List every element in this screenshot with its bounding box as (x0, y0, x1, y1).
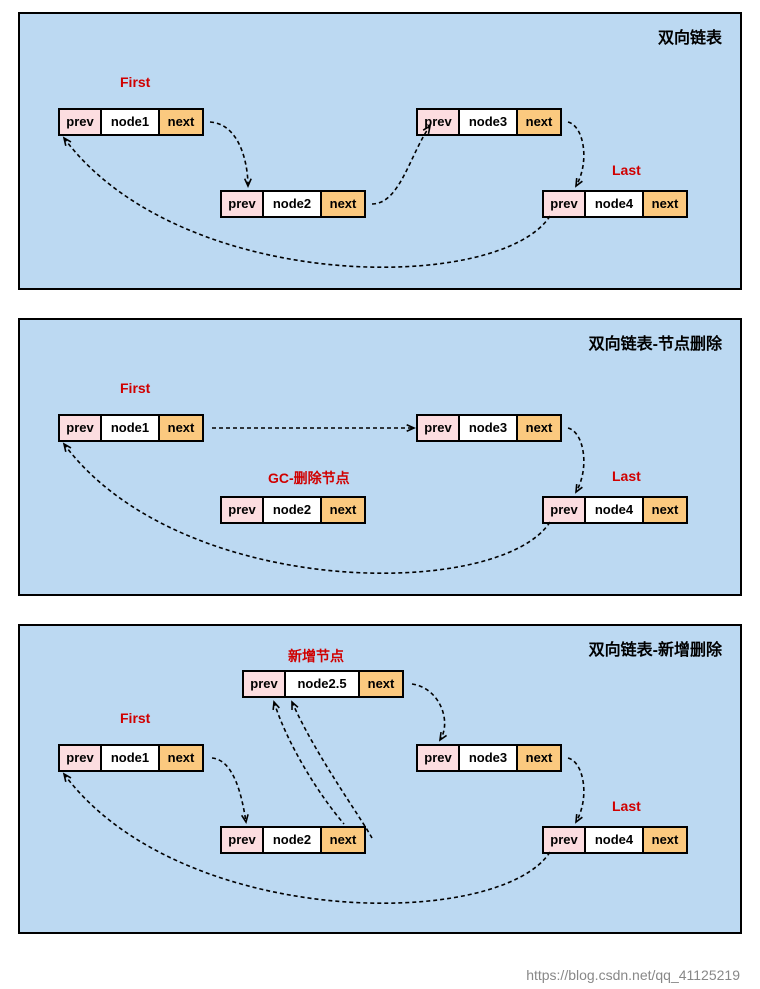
node-next-cell: next (518, 744, 562, 772)
node-prev-cell: prev (220, 190, 264, 218)
linkedlist-node: prevnode1next (58, 108, 204, 136)
node-next-cell: next (160, 744, 204, 772)
annotation-label: GC-删除节点 (268, 468, 350, 488)
node-value-cell: node1 (102, 744, 160, 772)
linkedlist-node: prevnode2next (220, 190, 366, 218)
node-next-cell: next (644, 826, 688, 854)
linkedlist-node: prevnode2next (220, 826, 366, 854)
node-prev-cell: prev (542, 496, 586, 524)
node-prev-cell: prev (220, 826, 264, 854)
diagram-panel: 双向链表-节点删除FirstGC-删除节点Lastprevnode1nextpr… (18, 318, 742, 596)
node-next-cell: next (322, 826, 366, 854)
node-next-cell: next (160, 108, 204, 136)
linkedlist-node: prevnode4next (542, 496, 688, 524)
linkedlist-node: prevnode4next (542, 190, 688, 218)
node-next-cell: next (518, 414, 562, 442)
annotation-label: 新增节点 (288, 646, 344, 666)
node-next-cell: next (322, 496, 366, 524)
node-prev-cell: prev (220, 496, 264, 524)
node-next-cell: next (518, 108, 562, 136)
node-next-cell: next (644, 496, 688, 524)
annotation-label: First (120, 710, 150, 726)
linkedlist-node: prevnode2next (220, 496, 366, 524)
node-next-cell: next (644, 190, 688, 218)
watermark-text: https://blog.csdn.net/qq_41125219 (526, 967, 740, 983)
annotation-label: First (120, 74, 150, 90)
node-value-cell: node1 (102, 108, 160, 136)
node-value-cell: node2.5 (286, 670, 360, 698)
node-prev-cell: prev (58, 108, 102, 136)
node-value-cell: node2 (264, 826, 322, 854)
node-value-cell: node4 (586, 190, 644, 218)
linkedlist-node: prevnode4next (542, 826, 688, 854)
annotation-label: Last (612, 468, 641, 484)
arrows-layer (20, 320, 320, 470)
diagram-panel: 双向链表FirstLastprevnode1nextprevnode2nextp… (18, 12, 742, 290)
node-prev-cell: prev (416, 744, 460, 772)
linkedlist-node: prevnode2.5next (242, 670, 404, 698)
node-value-cell: node2 (264, 190, 322, 218)
node-next-cell: next (360, 670, 404, 698)
node-prev-cell: prev (416, 108, 460, 136)
node-value-cell: node1 (102, 414, 160, 442)
annotation-label: Last (612, 798, 641, 814)
node-next-cell: next (160, 414, 204, 442)
node-value-cell: node3 (460, 108, 518, 136)
linkedlist-node: prevnode3next (416, 414, 562, 442)
node-prev-cell: prev (242, 670, 286, 698)
linkedlist-node: prevnode3next (416, 108, 562, 136)
node-prev-cell: prev (542, 190, 586, 218)
node-prev-cell: prev (58, 744, 102, 772)
panel-title: 双向链表-节点删除 (589, 330, 722, 354)
node-prev-cell: prev (416, 414, 460, 442)
arrows-layer (20, 14, 320, 164)
linkedlist-node: prevnode3next (416, 744, 562, 772)
node-value-cell: node4 (586, 496, 644, 524)
annotation-label: First (120, 380, 150, 396)
node-prev-cell: prev (542, 826, 586, 854)
node-value-cell: node3 (460, 744, 518, 772)
node-value-cell: node3 (460, 414, 518, 442)
node-prev-cell: prev (58, 414, 102, 442)
linkedlist-node: prevnode1next (58, 744, 204, 772)
panel-title: 双向链表-新增删除 (589, 636, 722, 660)
node-value-cell: node4 (586, 826, 644, 854)
node-value-cell: node2 (264, 496, 322, 524)
panel-title: 双向链表 (658, 24, 722, 48)
node-next-cell: next (322, 190, 366, 218)
annotation-label: Last (612, 162, 641, 178)
diagram-panel: 双向链表-新增删除新增节点FirstLastprevnode2.5nextpre… (18, 624, 742, 934)
linkedlist-node: prevnode1next (58, 414, 204, 442)
